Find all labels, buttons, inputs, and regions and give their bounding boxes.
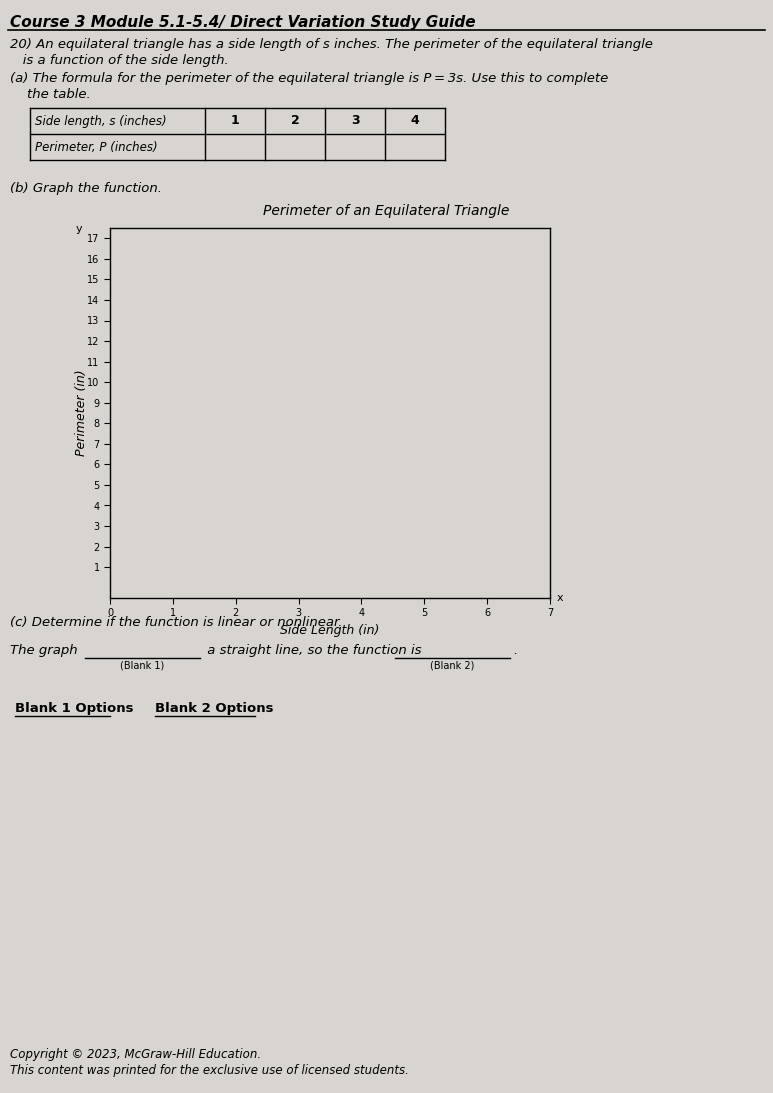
Text: (Blank 2): (Blank 2) [431,661,475,671]
Text: the table.: the table. [10,89,90,101]
Text: Perimeter of an Equilateral Triangle: Perimeter of an Equilateral Triangle [263,204,509,218]
Text: 1: 1 [230,115,240,128]
Text: 2: 2 [291,115,299,128]
Text: 4: 4 [410,115,420,128]
Text: 3: 3 [351,115,359,128]
Text: The graph: The graph [10,644,82,657]
Text: .: . [513,644,517,657]
Text: 20) An equilateral triangle has a side length of s inches. The perimeter of the : 20) An equilateral triangle has a side l… [10,38,653,51]
Text: y: y [75,224,82,234]
Text: Side length, s (inches): Side length, s (inches) [35,115,167,128]
Text: Perimeter (in): Perimeter (in) [76,369,88,456]
Text: This content was printed for the exclusive use of licensed students.: This content was printed for the exclusi… [10,1063,409,1077]
Text: Blank 1 Options: Blank 1 Options [15,702,134,715]
Text: is a function of the side length.: is a function of the side length. [10,54,229,67]
Text: (b) Graph the function.: (b) Graph the function. [10,183,162,195]
Text: (a) The formula for the perimeter of the equilateral triangle is P = 3s. Use thi: (a) The formula for the perimeter of the… [10,72,608,85]
Text: Blank 2 Options: Blank 2 Options [155,702,274,715]
Text: (Blank 1): (Blank 1) [121,661,165,671]
Text: Course 3 Module 5.1-5.4/ Direct Variation Study Guide: Course 3 Module 5.1-5.4/ Direct Variatio… [10,15,475,30]
Text: Perimeter, P (inches): Perimeter, P (inches) [35,141,158,153]
Text: x: x [557,593,563,603]
Text: (c) Determine if the function is linear or nonlinear.: (c) Determine if the function is linear … [10,616,342,628]
X-axis label: Side Length (in): Side Length (in) [281,624,380,637]
Text: a straight line, so the function is: a straight line, so the function is [203,644,426,657]
Text: Copyright © 2023, McGraw-Hill Education.: Copyright © 2023, McGraw-Hill Education. [10,1048,261,1061]
